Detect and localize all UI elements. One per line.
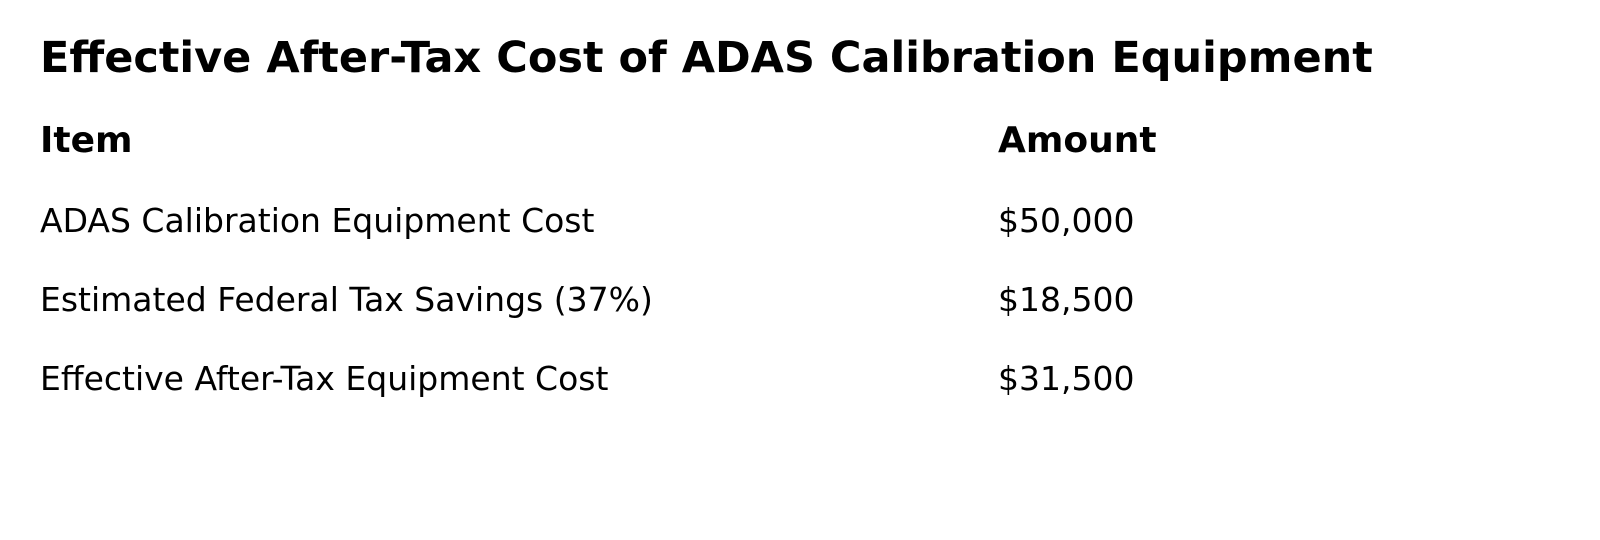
column-header-amount: Amount [998,120,1157,161]
row-0-item-label: ADAS Calibration Equipment Cost [40,201,595,240]
row-2-amount-value: $31,500 [998,359,1135,398]
row-1-item-label: Estimated Federal Tax Savings (37%) [40,280,653,319]
column-header-item: Item [40,120,133,161]
figure-title: Effective After-Tax Cost of ADAS Calibra… [40,33,1373,83]
row-1-amount-value: $18,500 [998,280,1135,319]
row-2-item-label: Effective After-Tax Equipment Cost [40,359,609,398]
row-0-amount-value: $50,000 [998,201,1135,240]
